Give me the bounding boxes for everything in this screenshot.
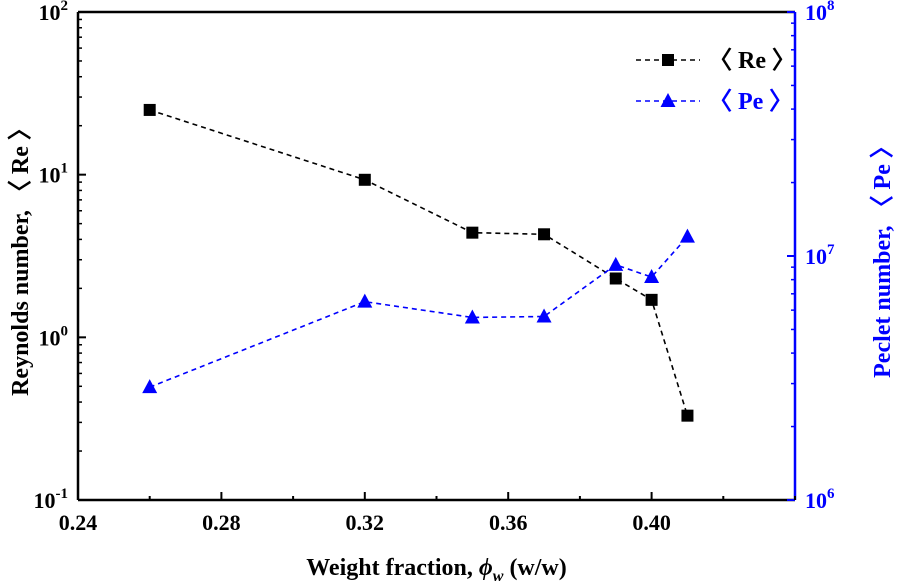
right-y-axis: 108 107 106 xyxy=(787,0,835,513)
re-point xyxy=(358,173,371,186)
legend-item-pe: 〈 Pe 〉 xyxy=(636,88,793,115)
legend-label: 〈 Pe 〉 xyxy=(708,88,793,115)
x-axis: 0.24 0.28 0.32 0.36 0.40 xyxy=(59,492,796,535)
x-tick-label: 0.40 xyxy=(632,510,671,535)
re-point xyxy=(645,293,658,306)
re-point xyxy=(466,226,479,239)
left-y-axis: 102 101 100 10-1 xyxy=(34,0,86,513)
x-tick-label: 0.36 xyxy=(489,510,528,535)
series-pe xyxy=(142,228,695,394)
pe-point xyxy=(644,269,660,284)
series-line xyxy=(149,109,689,416)
right-y-tick-label: 107 xyxy=(805,242,835,269)
left-y-tick-label: 101 xyxy=(39,161,69,188)
left-y-axis-title: Reynolds number, 〈 Re 〉 xyxy=(7,116,34,396)
re-point xyxy=(538,228,551,241)
left-y-tick-label: 102 xyxy=(39,0,69,25)
x-tick-label: 0.28 xyxy=(202,510,241,535)
legend: 〈 Re 〉〈 Pe 〉 xyxy=(636,47,796,115)
re-point xyxy=(143,103,156,116)
right-y-tick-label: 106 xyxy=(805,486,835,513)
pe-point xyxy=(142,379,158,394)
right-y-tick-label: 108 xyxy=(805,0,835,25)
x-axis-title: Weight fraction, ϕw (w/w) xyxy=(306,555,567,585)
x-tick-label: 0.32 xyxy=(346,510,385,535)
series-re xyxy=(143,103,694,422)
x-tick-label: 0.24 xyxy=(59,510,98,535)
left-y-tick-label: 100 xyxy=(39,323,69,350)
left-y-tick-label: 10-1 xyxy=(34,486,69,513)
re-point xyxy=(609,272,622,285)
pe-point xyxy=(679,228,695,243)
re-point xyxy=(681,409,694,422)
series-layer xyxy=(142,103,695,422)
legend-marker xyxy=(662,54,674,66)
right-y-axis-title: Peclet number, 〈 Pe 〉 xyxy=(869,134,896,378)
pe-point xyxy=(464,309,480,324)
legend-marker xyxy=(660,93,676,107)
legend-label: 〈 Re 〉 xyxy=(708,47,796,74)
pe-point xyxy=(357,293,373,308)
series-line xyxy=(149,236,689,388)
plot-frame xyxy=(76,10,797,502)
legend-item-re: 〈 Re 〉 xyxy=(636,47,796,74)
pe-point xyxy=(608,256,624,271)
pe-point xyxy=(536,308,552,323)
